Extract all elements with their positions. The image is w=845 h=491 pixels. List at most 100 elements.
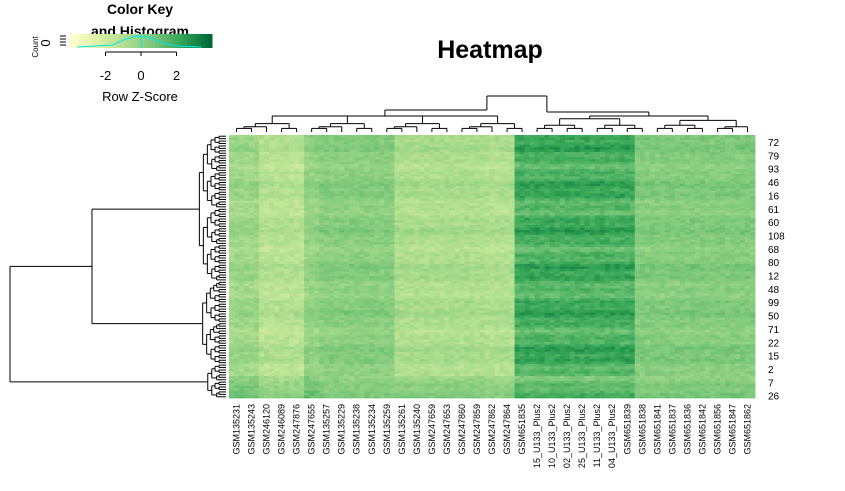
- heatmap-cell: [499, 156, 505, 160]
- heatmap-cell: [464, 166, 470, 170]
- heatmap-cell: [729, 210, 736, 214]
- heatmap-cell: [514, 152, 520, 155]
- heatmap-cell: [349, 205, 355, 209]
- heatmap-cell: [699, 220, 706, 224]
- heatmap-cell: [574, 188, 581, 192]
- heatmap-cell: [679, 188, 686, 192]
- heatmap-cell: [399, 203, 405, 207]
- heatmap-cell: [569, 137, 576, 141]
- heatmap-cell: [349, 234, 355, 238]
- heatmap-cell: [524, 191, 530, 194]
- heatmap-cell: [694, 193, 701, 197]
- heatmap-cell: [474, 220, 480, 224]
- heatmap-cell: [489, 173, 495, 177]
- heatmap-cell: [384, 198, 390, 202]
- heatmap-cell: [684, 232, 691, 236]
- heatmap-cell: [504, 144, 510, 148]
- heatmap-cell: [459, 234, 465, 238]
- heatmap-cell: [334, 208, 340, 211]
- heatmap-cell: [359, 169, 365, 172]
- heatmap-cell: [384, 188, 390, 192]
- heatmap-cell: [664, 186, 671, 189]
- heatmap-cell: [739, 152, 746, 155]
- heatmap-cell: [584, 191, 591, 194]
- heatmap-cell: [304, 215, 310, 219]
- heatmap-cell: [639, 203, 646, 207]
- heatmap-cell: [409, 147, 415, 151]
- heatmap-cell: [304, 220, 310, 224]
- heatmap-cell: [519, 225, 525, 228]
- heatmap-cell: [524, 139, 530, 143]
- heatmap-cell: [609, 203, 616, 207]
- heatmap-cell: [659, 154, 666, 158]
- heatmap-cell: [319, 203, 325, 207]
- heatmap-cell: [329, 205, 335, 209]
- heatmap-cell: [229, 159, 235, 163]
- heatmap-cell: [709, 234, 716, 238]
- heatmap-cell: [279, 171, 285, 175]
- heatmap-cell: [654, 237, 661, 241]
- heatmap-cell: [584, 210, 591, 214]
- heatmap-cell: [684, 188, 691, 192]
- heatmap-cell: [524, 181, 530, 185]
- heatmap-cell: [449, 144, 455, 148]
- heatmap-cell: [294, 152, 300, 155]
- heatmap-cell: [519, 181, 525, 185]
- heatmap-cell: [479, 210, 485, 214]
- heatmap-cell: [559, 139, 566, 143]
- heatmap-cell: [399, 234, 405, 238]
- heatmap-cell: [314, 144, 320, 148]
- heatmap-cell: [474, 198, 480, 202]
- heatmap-cell: [274, 176, 280, 180]
- heatmap-cell: [284, 154, 290, 158]
- heatmap-cell: [524, 164, 530, 168]
- heatmap-cell: [254, 208, 260, 211]
- heatmap-cell: [324, 183, 330, 187]
- heatmap-cell: [564, 217, 571, 221]
- heatmap-cell: [549, 208, 556, 211]
- heatmap-cell: [259, 237, 265, 241]
- heatmap-cell: [734, 147, 741, 151]
- heatmap-cell: [619, 212, 626, 216]
- heatmap-cell: [709, 149, 716, 153]
- heatmap-cell: [674, 164, 681, 168]
- heatmap-cell: [639, 217, 646, 221]
- heatmap-cell: [524, 188, 530, 192]
- heatmap-cell: [264, 161, 270, 165]
- heatmap-cell: [324, 198, 330, 202]
- heatmap-cell: [519, 234, 525, 238]
- heatmap-cell: [589, 217, 596, 221]
- heatmap-cell: [324, 135, 330, 138]
- heatmap-cell: [269, 237, 275, 241]
- heatmap-cell: [284, 210, 290, 214]
- heatmap-cell: [484, 208, 490, 211]
- heatmap-cell: [654, 171, 661, 175]
- heatmap-cell: [639, 193, 646, 197]
- heatmap-cell: [319, 237, 325, 241]
- heatmap-cell: [379, 161, 385, 165]
- heatmap-cell: [504, 152, 510, 155]
- heatmap-cell: [509, 166, 515, 170]
- heatmap-cell: [714, 139, 721, 143]
- heatmap-cell: [699, 210, 706, 214]
- heatmap-cell: [364, 205, 370, 209]
- heatmap-cell: [684, 227, 691, 231]
- heatmap-cell: [599, 215, 606, 219]
- heatmap-cell: [454, 198, 460, 202]
- heatmap-cell: [609, 166, 616, 170]
- heatmap-cell: [604, 198, 611, 202]
- heatmap-cell: [364, 193, 370, 197]
- heatmap-cell: [639, 225, 646, 228]
- heatmap-cell: [304, 176, 310, 180]
- heatmap-cell: [524, 173, 530, 177]
- heatmap-cell: [504, 178, 510, 182]
- heatmap-cell: [664, 173, 671, 177]
- heatmap-cell: [689, 234, 696, 238]
- heatmap-cell: [444, 139, 450, 143]
- heatmap-cell: [534, 147, 540, 151]
- heatmap-cell: [609, 139, 616, 143]
- heatmap-cell: [729, 171, 736, 175]
- heatmap-cell: [694, 137, 701, 141]
- heatmap-cell: [314, 229, 320, 233]
- heatmap-cell: [634, 161, 641, 165]
